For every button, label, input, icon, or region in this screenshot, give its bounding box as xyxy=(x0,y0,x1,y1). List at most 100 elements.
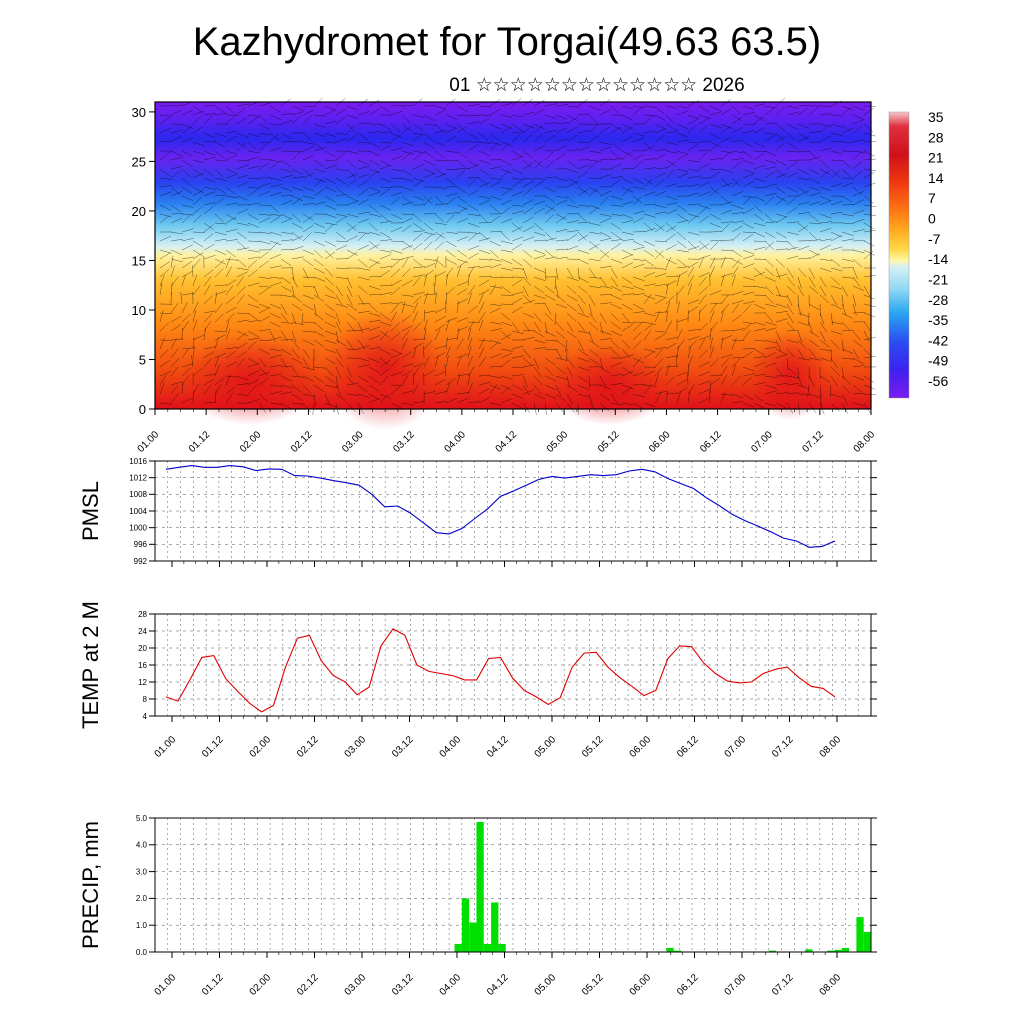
wind-barb xyxy=(665,376,675,386)
wind-barb xyxy=(423,222,434,231)
precip-bar xyxy=(666,947,674,952)
wind-barb xyxy=(709,337,713,350)
wind-barb xyxy=(181,186,193,194)
wind-barb xyxy=(390,155,403,161)
wind-barb xyxy=(841,339,844,352)
wind-barb xyxy=(731,191,744,197)
wind-barb xyxy=(731,114,743,122)
precip-bar xyxy=(483,943,492,952)
wind-barb xyxy=(181,375,190,386)
wind-barb xyxy=(412,310,419,323)
wind-barb xyxy=(511,297,523,305)
wind-barb xyxy=(577,366,590,371)
wind-barb xyxy=(731,225,743,233)
wind-barb xyxy=(687,203,700,206)
wind-barb xyxy=(324,348,337,354)
wind-barb xyxy=(368,204,379,213)
wind-barb xyxy=(544,114,557,119)
wind-barb xyxy=(731,393,744,398)
wind-barb xyxy=(522,364,535,368)
wind-barb xyxy=(665,393,678,395)
wind-barb xyxy=(566,375,571,388)
wind-barb xyxy=(544,357,556,365)
wind-barb xyxy=(698,206,709,215)
wind-barb xyxy=(423,310,436,314)
precip-axes: 0.01.02.03.04.05.001.00 01.12 02.00 02.12 03… xyxy=(136,814,877,998)
wind-barb xyxy=(852,240,865,242)
wind-barb xyxy=(599,141,612,145)
wind-barb xyxy=(467,321,480,324)
wind-barb xyxy=(335,216,347,224)
wind-barb xyxy=(412,274,425,278)
wind-barb xyxy=(797,267,807,278)
wind-barb xyxy=(324,375,335,384)
wind-barb xyxy=(654,311,667,314)
colorbar-label: 7 xyxy=(928,190,936,206)
wind-barb xyxy=(291,176,304,179)
wind-barb xyxy=(478,311,486,323)
wind-barb xyxy=(841,222,854,225)
wind-barb xyxy=(643,351,655,359)
wind-barb xyxy=(203,384,212,395)
wind-barb xyxy=(654,297,666,305)
wind-barb xyxy=(291,115,301,125)
wind-barb xyxy=(203,132,216,138)
temp-y-tick-label: 24 xyxy=(138,627,147,636)
wind-barb xyxy=(203,177,216,183)
wind-barb xyxy=(819,294,830,304)
wind-barb xyxy=(368,357,381,363)
wind-barb xyxy=(621,177,633,185)
wind-barb xyxy=(709,168,722,170)
wind-barb xyxy=(181,363,194,368)
wind-barb xyxy=(368,398,381,404)
wind-barb xyxy=(324,105,337,112)
wind-barb xyxy=(291,231,302,240)
wind-barb xyxy=(302,330,315,333)
wind-barb xyxy=(522,357,533,366)
wind-barb xyxy=(302,393,315,397)
wind-barb xyxy=(786,339,799,344)
wind-barb xyxy=(786,123,798,130)
wind-barb xyxy=(170,358,180,368)
wind-barb xyxy=(709,302,722,305)
wind-barb xyxy=(225,361,237,368)
wind-barb xyxy=(731,127,743,134)
wind-barb xyxy=(291,168,303,175)
wind-barb xyxy=(445,292,447,305)
wind-barb xyxy=(841,168,851,178)
wind-barb xyxy=(412,177,425,182)
wind-barb xyxy=(181,204,194,208)
wind-barb xyxy=(291,321,304,326)
wind-barb xyxy=(797,212,810,215)
wind-barb xyxy=(841,393,848,405)
wind-barb xyxy=(764,327,777,332)
wind-barb xyxy=(797,177,810,181)
wind-barb xyxy=(291,375,304,378)
wind-barb xyxy=(412,233,423,242)
wind-barb xyxy=(302,154,315,161)
wind-barb xyxy=(324,294,337,299)
wind-barb xyxy=(599,217,612,224)
wind-barb xyxy=(357,285,368,294)
wind-barb xyxy=(786,141,798,149)
wind-barb xyxy=(588,160,598,170)
wind-barb xyxy=(632,195,643,204)
wind-barb xyxy=(291,195,304,202)
wind-barb xyxy=(830,285,843,290)
wind-barb xyxy=(533,285,544,294)
wind-barb xyxy=(401,186,414,192)
wind-barb xyxy=(577,357,590,362)
wind-barb xyxy=(203,156,216,161)
wind-barb xyxy=(357,244,369,251)
wind-barb xyxy=(302,132,312,142)
wind-barb xyxy=(665,301,671,314)
wind-barb xyxy=(214,132,227,138)
wind-barb xyxy=(159,177,172,180)
precip-bar xyxy=(461,898,470,952)
wind-barb xyxy=(709,378,721,386)
wind-barb xyxy=(313,384,325,392)
wind-barb xyxy=(368,261,380,269)
wind-barb xyxy=(643,384,652,395)
wind-barb xyxy=(830,211,843,215)
